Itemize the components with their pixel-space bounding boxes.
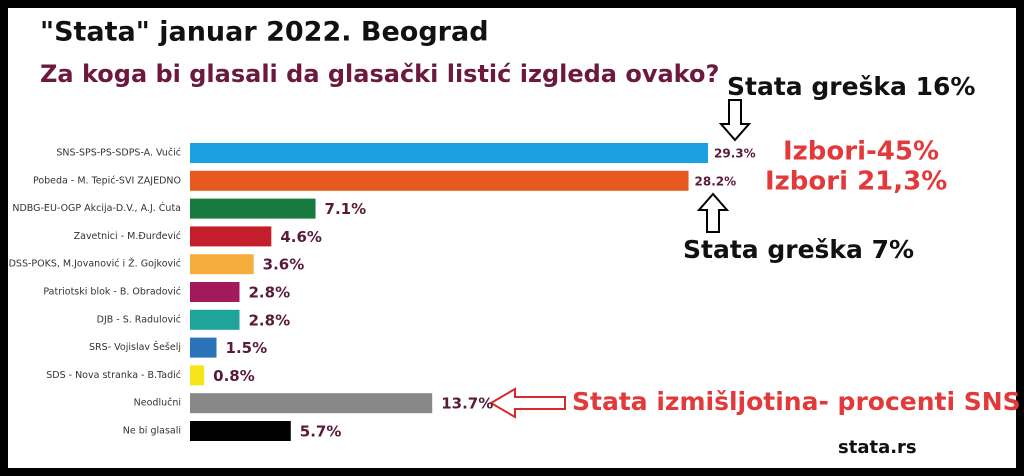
arrow-up (696, 192, 730, 233)
annotation: Stata greška 7% (683, 235, 914, 264)
bar (190, 421, 291, 441)
bar (190, 309, 240, 330)
bar (190, 365, 205, 386)
value-label: 29.3% (714, 147, 756, 161)
category-label: SDS - Nova stranka - B.Tadić (46, 370, 181, 381)
chart-title: "Stata" januar 2022. Beograd (40, 17, 489, 48)
category-label: NDBG-EU-OGP Akcija-D.V., A.J. Ćuta (12, 202, 181, 214)
value-label: 4.6% (280, 228, 322, 246)
annotation: stata.rs (838, 437, 917, 458)
value-label: 5.7% (300, 423, 342, 441)
chart-subtitle: Za koga bi glasali da glasački listić iz… (40, 60, 719, 88)
value-label: 7.1% (325, 200, 367, 218)
value-label: 2.8% (249, 284, 291, 302)
category-label: SNS-SPS-PS-SDPS-A. Vučić (56, 148, 181, 159)
bar (190, 226, 272, 247)
value-label: 2.8% (249, 311, 291, 329)
value-label: 0.8% (213, 367, 255, 385)
category-label: DSS-POKS, M.Jovanović i Ž. Gojković (9, 258, 181, 270)
arrow-down (718, 99, 752, 142)
annotation: Stata izmišljotina- procenti SNS (572, 387, 1021, 416)
bar (190, 198, 316, 219)
annotation: Izbori 21,3% (765, 167, 947, 197)
annotation: Izbori-45% (783, 137, 939, 167)
value-label: 3.6% (263, 256, 305, 274)
category-label: Zavetnici - M.Đurđević (74, 231, 181, 242)
bar (190, 254, 254, 275)
category-label: Ne bi glasali (123, 426, 181, 437)
bar (190, 393, 433, 414)
value-label: 13.7% (441, 395, 493, 413)
category-label: Pobeda - M. Tepić-SVI ZAJEDNO (33, 175, 181, 186)
arrow-left (489, 387, 566, 419)
value-label: 28.2% (695, 174, 737, 188)
value-label: 1.5% (226, 339, 268, 357)
annotation: Stata greška 16% (727, 72, 975, 101)
bar (190, 282, 240, 302)
category-label: Patriotski blok - B. Obradović (43, 287, 181, 298)
category-label: Neodlučni (134, 398, 181, 409)
category-label: DJB - S. Radulović (97, 314, 181, 325)
bar (190, 337, 217, 358)
bar (190, 143, 708, 163)
category-label: SRS- Vojislav Šešelj (89, 341, 181, 353)
bar (190, 170, 689, 191)
